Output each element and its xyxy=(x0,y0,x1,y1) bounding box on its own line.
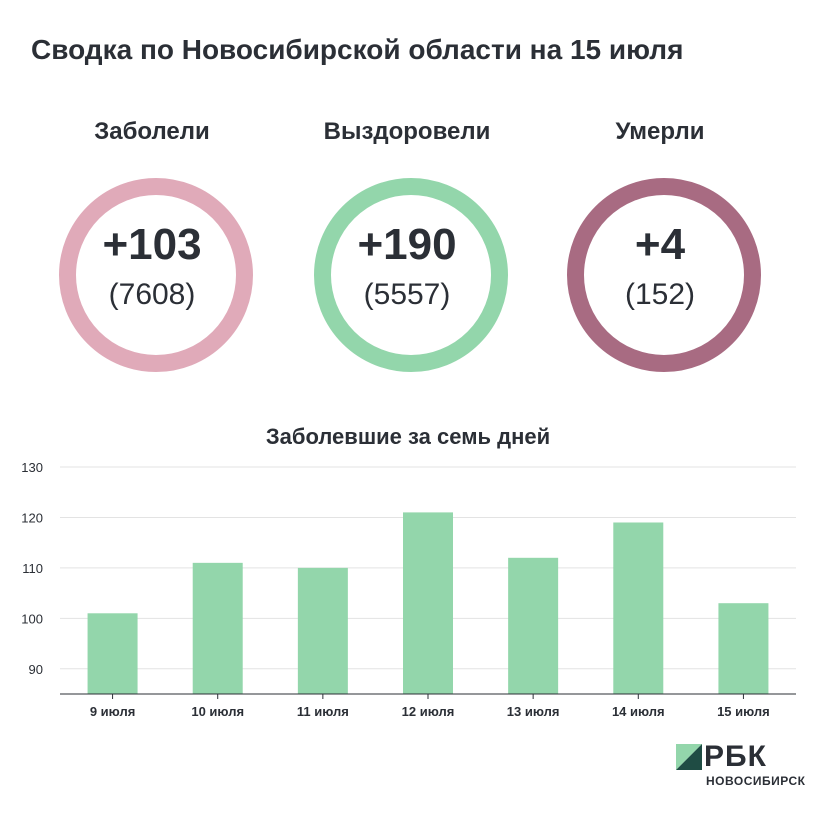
bar-chart: 90 100 110 120 130 9 июля 10 июля 11 июля 12 июл… xyxy=(21,460,796,719)
stat-total: (5557) xyxy=(363,278,451,311)
logo-text: РБК xyxy=(704,740,767,773)
ring-icon xyxy=(567,178,761,372)
x-tick-label: 13 июля xyxy=(507,704,560,719)
y-tick-label: 110 xyxy=(22,561,43,576)
bar xyxy=(87,613,138,694)
stat-total: (152) xyxy=(624,278,696,311)
y-tick-label: 130 xyxy=(21,460,43,475)
stat-deaths: Умерли +4 (152) xyxy=(530,118,790,378)
y-tick-label: 120 xyxy=(21,510,43,525)
stat-delta: +190 xyxy=(357,220,457,269)
stat-label: Выздоровели xyxy=(323,118,491,145)
x-tick-label: 11 июля xyxy=(297,704,349,719)
rbc-logo: РБК НОВОСИБИРСК xyxy=(676,740,811,788)
y-tick-label: 100 xyxy=(21,611,43,626)
x-tick-label: 10 июля xyxy=(191,704,244,719)
y-tick-label: 90 xyxy=(29,662,43,677)
stat-infected: Заболели +103 (7608) xyxy=(22,118,282,378)
logo-subtitle: НОВОСИБИРСК xyxy=(706,774,806,788)
bar xyxy=(718,603,769,694)
bar xyxy=(192,562,243,694)
page-title: Сводка по Новосибирской области на 15 ию… xyxy=(31,34,684,65)
stat-total: (7608) xyxy=(108,278,196,311)
bar xyxy=(508,557,559,694)
stat-delta: +4 xyxy=(634,220,686,269)
stat-recovered: Выздоровели +190 (5557) xyxy=(277,118,537,378)
bar xyxy=(613,522,664,694)
stat-label: Заболели xyxy=(94,118,210,145)
ring-icon xyxy=(59,178,253,372)
x-tick-label: 9 июля xyxy=(90,704,135,719)
chart-title: Заболевшие за семь дней xyxy=(265,424,551,449)
x-tick-label: 15 июля xyxy=(717,704,770,719)
bar xyxy=(297,567,348,694)
x-tick-label: 12 июля xyxy=(402,704,455,719)
stat-label: Умерли xyxy=(615,118,705,145)
ring-icon xyxy=(314,178,508,372)
stat-delta: +103 xyxy=(102,220,202,269)
x-tick-label: 14 июля xyxy=(612,704,665,719)
bar xyxy=(403,512,453,694)
rbc-logo-icon xyxy=(676,744,702,770)
